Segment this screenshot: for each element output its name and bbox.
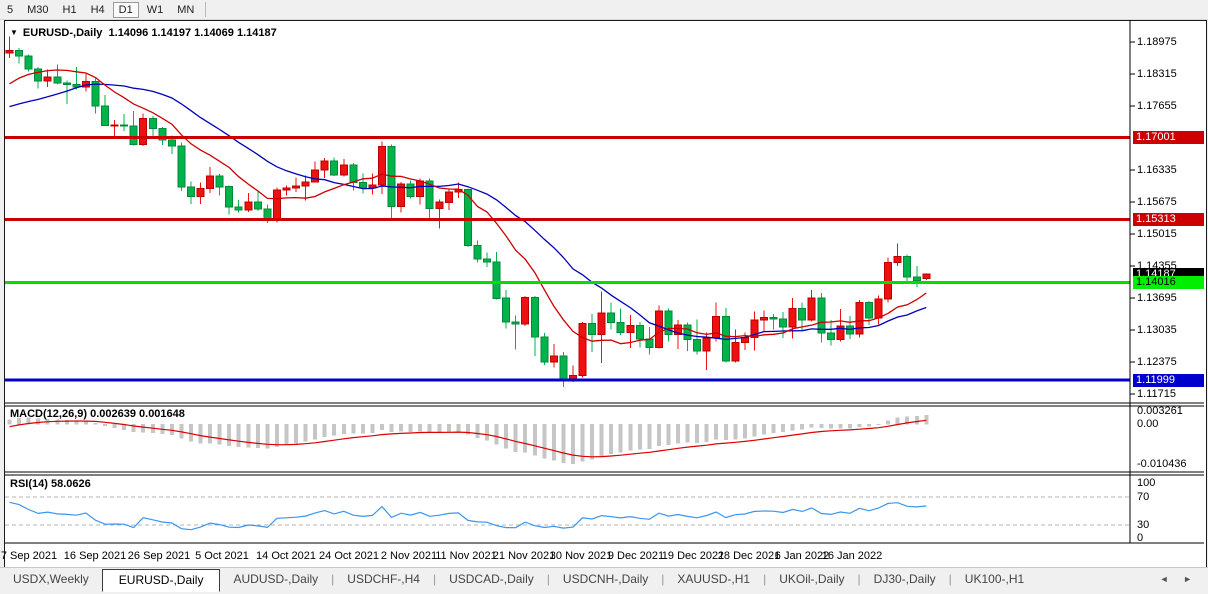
tab-eurusd-daily[interactable]: EURUSD-,Daily xyxy=(101,569,221,592)
price-axis-tick-label: 1.13695 xyxy=(1137,292,1177,304)
rsi-scale-label: 0 xyxy=(1137,532,1144,544)
timeframe-button-h1[interactable]: H1 xyxy=(62,3,77,16)
tab-separator: | xyxy=(546,572,550,586)
rsi-scale-label: 30 xyxy=(1137,519,1150,531)
chart-ohlc-values: 1.14096 1.14197 1.14069 1.14187 xyxy=(108,27,277,39)
price-axis-tick-label: 1.12375 xyxy=(1137,356,1177,368)
rsi-scale-label: 100 xyxy=(1137,477,1156,489)
tab-ukoil-daily[interactable]: UKOil-,Daily xyxy=(779,572,845,586)
tab-audusd-daily[interactable]: AUDUSD-,Daily xyxy=(233,572,319,586)
date-axis-label: 24 Oct 2021 xyxy=(319,550,379,562)
timeframe-button-d1[interactable]: D1 xyxy=(112,1,139,18)
date-axis-label: 28 Dec 2021 xyxy=(717,550,781,562)
tab-separator: | xyxy=(331,572,335,586)
tab-usdx-weekly[interactable]: USDX,Weekly xyxy=(13,572,89,586)
tab-uk100-h1[interactable]: UK100-,H1 xyxy=(964,572,1025,586)
price-axis-tick-label: 1.15015 xyxy=(1137,228,1177,240)
date-axis-label: 16 Sep 2021 xyxy=(63,550,127,562)
timeframe-button-5[interactable]: 5 xyxy=(7,3,14,16)
tab-separator: | xyxy=(763,572,767,586)
rsi-scale-label: 70 xyxy=(1137,491,1150,503)
date-axis-label: 11 Nov 2021 xyxy=(435,550,497,562)
toolbar-separator xyxy=(205,2,207,17)
tab-usdcnh-daily[interactable]: USDCNH-,Daily xyxy=(562,572,649,586)
rsi-indicator-label: RSI(14) 58.0626 xyxy=(10,478,91,490)
timeframe-toolbar: 5 M30 H1 H4 D1 W1 MN xyxy=(0,0,1208,20)
price-badge-1.17001: 1.17001 xyxy=(1133,131,1204,144)
date-axis-label: 19 Dec 2021 xyxy=(661,550,725,562)
price-badge-1.14016: 1.14016 xyxy=(1133,276,1204,289)
price-axis-tick-label: 1.17655 xyxy=(1137,100,1177,112)
macd-scale-label: 0.003261 xyxy=(1137,405,1183,417)
price-axis-tick-label: 1.15675 xyxy=(1137,196,1177,208)
tab-usdcad-daily[interactable]: USDCAD-,Daily xyxy=(449,572,534,586)
chart-tab-bar: USDX,Weekly EURUSD-,Daily AUDUSD-,Daily | US… xyxy=(0,567,1208,594)
date-axis-label: 2 Nov 2021 xyxy=(380,550,438,562)
date-axis-label: 30 Nov 2021 xyxy=(549,550,613,562)
date-axis-label: 5 Oct 2021 xyxy=(195,550,249,562)
price-axis-tick-label: 1.13035 xyxy=(1137,324,1177,336)
timeframe-button-w1[interactable]: W1 xyxy=(146,3,164,16)
date-axis-label: 21 Nov 2021 xyxy=(492,550,556,562)
chart-title: ▼ EURUSD-,Daily 1.14096 1.14197 1.14069 1… xyxy=(10,27,277,39)
price-axis-tick-label: 1.18975 xyxy=(1137,36,1177,48)
tab-dj30-daily[interactable]: DJ30-,Daily xyxy=(873,572,936,586)
date-axis-label: 16 Jan 2022 xyxy=(821,550,883,562)
timeframe-button-mn[interactable]: MN xyxy=(177,3,195,16)
chart-dropdown-icon[interactable]: ▼ xyxy=(10,28,18,37)
chart-symbol-label: EURUSD-,Daily xyxy=(22,27,103,39)
price-axis-tick-label: 1.11715 xyxy=(1137,388,1176,400)
timeframe-button-m30[interactable]: M30 xyxy=(27,3,49,16)
tab-separator: | xyxy=(432,572,437,586)
price-badge-1.15313: 1.15313 xyxy=(1133,213,1204,226)
date-axis-label: 6 Jan 2022 xyxy=(774,550,830,562)
macd-scale-label: 0.00 xyxy=(1137,418,1159,430)
date-axis-label: 9 Dec 2021 xyxy=(607,550,665,562)
price-axis-tick-label: 1.16335 xyxy=(1137,164,1177,176)
price-badge-1.11999: 1.11999 xyxy=(1133,374,1204,387)
tab-separator: | xyxy=(948,572,952,586)
tab-separator: | xyxy=(857,572,861,586)
date-axis-label: 26 Sep 2021 xyxy=(127,550,191,562)
macd-scale-label: -0.010436 xyxy=(1137,458,1187,470)
tab-separator: | xyxy=(661,572,665,586)
timeframe-button-h4[interactable]: H4 xyxy=(90,3,105,16)
date-axis-label: 7 Sep 2021 xyxy=(0,550,58,562)
tab-usdchf-h4[interactable]: USDCHF-,H4 xyxy=(347,572,420,586)
chart-window[interactable] xyxy=(4,20,1207,568)
tab-scroll-arrows-icon[interactable]: ◄ ► xyxy=(1159,574,1198,584)
macd-indicator-label: MACD(12,26,9) 0.002639 0.001648 xyxy=(10,408,185,420)
tab-xauusd-h1[interactable]: XAUUSD-,H1 xyxy=(677,572,751,586)
price-axis-tick-label: 1.18315 xyxy=(1137,68,1177,80)
date-axis-label: 14 Oct 2021 xyxy=(256,550,316,562)
